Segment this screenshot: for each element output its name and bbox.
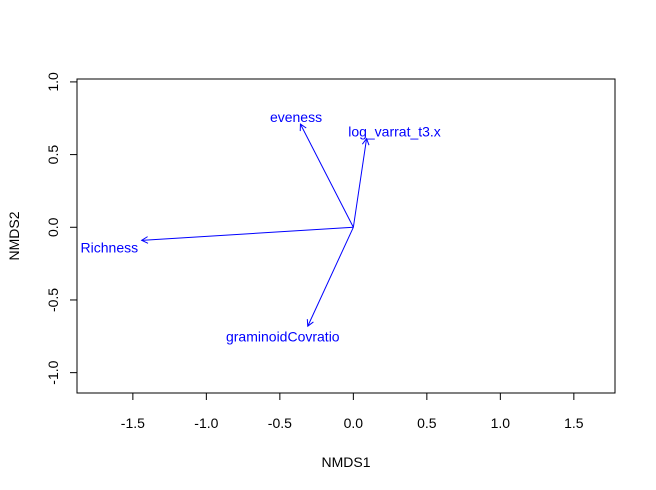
vector-arrowhead — [306, 319, 314, 328]
vector-label: log_varrat_t3.x — [348, 123, 441, 139]
x-axis: -1.5 -1.0 -0.5 0.0 0.5 1.0 1.5 — [121, 392, 584, 431]
vector-arrowhead — [299, 123, 307, 132]
vector-arrow — [299, 123, 354, 228]
vector-label: eveness — [270, 109, 322, 125]
vector-arrow — [352, 138, 368, 228]
plot-frame — [76, 78, 616, 394]
x-tick-label: -1.0 — [194, 415, 218, 431]
vector-arrow — [307, 227, 354, 327]
y-tick-label: 1.0 — [45, 72, 61, 92]
vector-label: graminoidCovratio — [226, 328, 340, 344]
vector-arrowhead — [140, 236, 149, 244]
y-tick-label: 0.0 — [45, 217, 61, 237]
vector-arrowhead — [361, 137, 370, 146]
x-tick-label: 1.5 — [564, 415, 584, 431]
y-tick-label: -0.5 — [45, 288, 61, 312]
vector-layer: eveness log_varrat_t3.x Richness graminoidC… — [81, 109, 441, 345]
x-tick-label: 0.5 — [417, 415, 437, 431]
x-tick-label: 0.0 — [344, 415, 364, 431]
x-tick-label: -0.5 — [268, 415, 292, 431]
y-tick-label: -1.0 — [45, 360, 61, 384]
y-axis: -1.0 -0.5 0.0 0.5 1.0 — [45, 72, 78, 385]
y-tick-label: 0.5 — [45, 145, 61, 165]
x-axis-title: NMDS1 — [321, 454, 370, 470]
vector-label: Richness — [81, 240, 139, 256]
x-tick-label: -1.5 — [121, 415, 145, 431]
x-tick-label: 1.0 — [491, 415, 511, 431]
y-axis-title: NMDS2 — [6, 211, 22, 260]
vector-arrow — [141, 226, 354, 241]
